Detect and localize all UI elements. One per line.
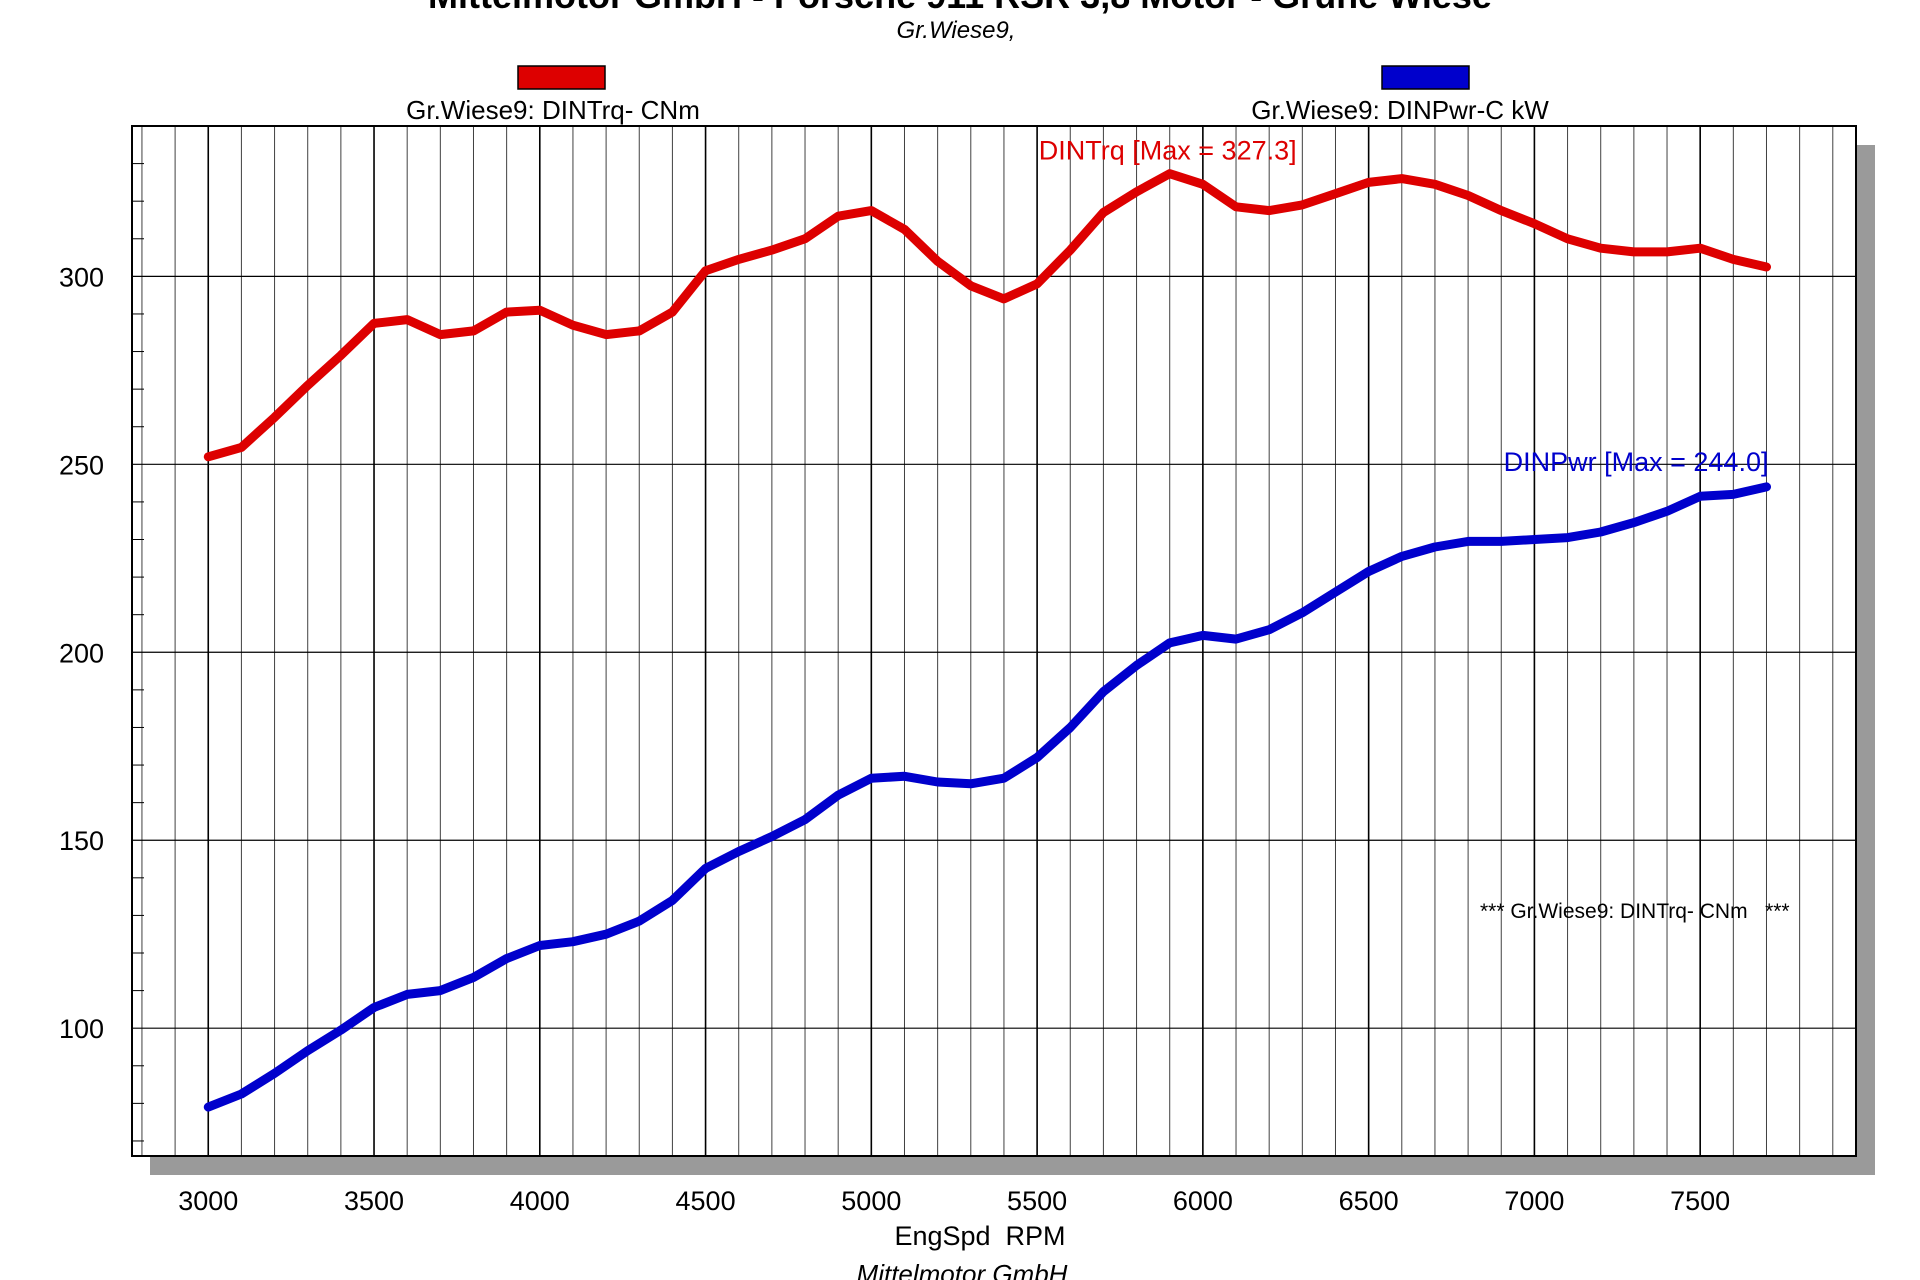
- annotation-max-0: DINTrq [Max = 327.3]: [1039, 136, 1297, 166]
- series-line-0: [203, 169, 1771, 462]
- annotation-max-1: DINPwr [Max = 244.0]: [1504, 447, 1769, 477]
- chart-title: Mittelmotor GmbH - Porsche 911 RSR 3,8 M…: [428, 0, 1492, 16]
- y-tick-label: 100: [59, 1014, 104, 1044]
- y-tick-label: 300: [59, 262, 104, 292]
- x-tick-label: 5000: [841, 1186, 901, 1216]
- legend-label-power: Gr.Wiese9: DINPwr-C kW: [1251, 95, 1549, 125]
- major-gridlines: [132, 126, 1856, 1156]
- x-tick-label: 3000: [178, 1186, 238, 1216]
- x-tick-label: 7000: [1504, 1186, 1564, 1216]
- x-tick-label: 4000: [510, 1186, 570, 1216]
- y-axis-minor-ticks: [132, 163, 144, 1142]
- x-tick-label: 3500: [344, 1186, 404, 1216]
- y-tick-label: 150: [59, 826, 104, 856]
- series-note: *** Gr.Wiese9: DINTrq- CNm ***: [1480, 900, 1790, 923]
- chart-footer: Mittelmotor GmbH: [857, 1259, 1068, 1280]
- legend-swatch-power: [1381, 65, 1470, 90]
- x-tick-label: 6500: [1339, 1186, 1399, 1216]
- x-tick-label: 4500: [676, 1186, 736, 1216]
- series-lines: [203, 169, 1771, 1112]
- legend: Gr.Wiese9: DINTrq- CNm Gr.Wiese9: DINPwr…: [406, 65, 1549, 125]
- y-tick-label: 250: [59, 450, 104, 480]
- y-axis-tick-labels: 100 150 200 250 300: [59, 262, 104, 1044]
- legend-swatch-torque: [517, 65, 606, 90]
- x-tick-label: 7500: [1670, 1186, 1730, 1216]
- y-tick-label: 200: [59, 638, 104, 668]
- legend-label-torque: Gr.Wiese9: DINTrq- CNm: [406, 95, 700, 125]
- series-line-1: [203, 482, 1771, 1112]
- x-tick-label: 5500: [1007, 1186, 1067, 1216]
- chart-subtitle: Gr.Wiese9,: [897, 17, 1016, 44]
- series-annotations: DINTrq [Max = 327.3] DINPwr [Max = 244.0]: [1039, 136, 1769, 477]
- x-axis-label: EngSpd RPM: [894, 1221, 1065, 1251]
- x-tick-label: 6000: [1173, 1186, 1233, 1216]
- x-axis-tick-labels: 3000 3500 4000 4500 5000 5500 6000 6500 7000 7500: [178, 1186, 1730, 1216]
